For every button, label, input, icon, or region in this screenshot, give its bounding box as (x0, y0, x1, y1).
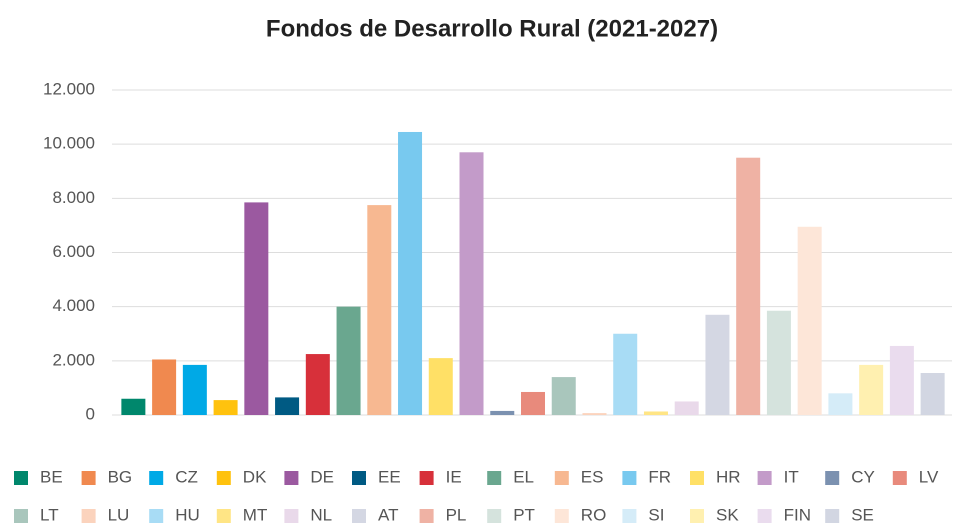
legend-label: SK (716, 505, 739, 524)
legend-swatch (825, 471, 840, 485)
legend-swatch (757, 471, 772, 485)
legend-swatch (554, 471, 569, 485)
legend-label: BE (40, 467, 63, 486)
legend-swatch (352, 471, 366, 485)
bar (551, 377, 576, 415)
legend-label: LT (40, 505, 59, 524)
legend-label: DK (243, 467, 267, 486)
y-tick-label: 4.000 (52, 296, 95, 315)
legend-label: HR (716, 467, 741, 486)
bar (182, 364, 207, 415)
bar (428, 358, 453, 415)
legend-label: IE (446, 467, 462, 486)
legend-swatch (14, 471, 28, 485)
legend-swatch (14, 509, 28, 523)
legend-swatch (825, 509, 840, 523)
legend-swatch (690, 509, 704, 523)
legend-label: PT (513, 505, 535, 524)
bar (398, 131, 423, 415)
legend-label: AT (378, 505, 398, 524)
y-tick-label: 10.000 (43, 134, 95, 153)
bar (305, 354, 330, 415)
y-tick-label: 8.000 (52, 188, 95, 207)
legend-label: RO (581, 505, 607, 524)
bar (244, 202, 269, 415)
legend-swatch (487, 471, 502, 485)
legend-label: BG (108, 467, 133, 486)
legend-label: EE (378, 467, 401, 486)
legend-label: CZ (175, 467, 198, 486)
legend-swatch (216, 509, 231, 523)
legend-label: LU (108, 505, 130, 524)
bar (828, 393, 853, 415)
bar (920, 373, 945, 415)
y-tick-label: 0 (86, 404, 95, 423)
bar (736, 157, 761, 416)
legend-swatch (149, 509, 164, 523)
bar (121, 398, 146, 415)
bar (490, 410, 515, 415)
chart-title: Fondos de Desarrollo Rural (2021-2027) (266, 15, 718, 42)
legend-swatch (81, 509, 96, 523)
bar (336, 306, 361, 415)
bar (521, 391, 545, 415)
legend-swatch (216, 471, 231, 485)
legend-label: SI (648, 505, 664, 524)
legend-swatch (81, 471, 96, 485)
legend-label: HU (175, 505, 200, 524)
legend-label: IT (784, 467, 799, 486)
legend-swatch (554, 509, 569, 523)
bar (859, 364, 884, 415)
legend-swatch (757, 509, 772, 523)
legend-label: FIN (784, 505, 811, 524)
bar (582, 413, 607, 415)
legend-swatch (487, 509, 502, 523)
legend-swatch (690, 471, 704, 485)
bar (889, 345, 914, 415)
legend-swatch (284, 509, 299, 523)
bar (766, 310, 791, 415)
legend-label: ES (581, 467, 604, 486)
legend-label: EL (513, 467, 534, 486)
bar (613, 333, 638, 415)
legend-label: FR (648, 467, 671, 486)
bar (674, 401, 699, 415)
bar (705, 314, 730, 415)
bar (152, 359, 177, 415)
legend-label: SE (851, 505, 874, 524)
legend-swatch (419, 509, 434, 523)
y-tick-label: 6.000 (52, 242, 95, 261)
legend-label: DE (310, 467, 334, 486)
legend-swatch (892, 471, 907, 485)
legend-swatch (352, 509, 366, 523)
legend-swatch (419, 471, 434, 485)
legend-swatch (622, 471, 637, 485)
bar (643, 411, 668, 415)
legend-swatch (622, 509, 637, 523)
legend-label: LV (919, 467, 939, 486)
bar (275, 397, 300, 415)
bar (797, 226, 822, 415)
bar (367, 205, 392, 415)
bar (459, 152, 484, 415)
legend-label: PL (446, 505, 467, 524)
legend-swatch (149, 471, 164, 485)
y-tick-label: 12.000 (43, 79, 95, 98)
bar (213, 400, 238, 415)
legend-label: NL (310, 505, 332, 524)
legend-swatch (284, 471, 299, 485)
legend-label: CY (851, 467, 875, 486)
legend-label: MT (243, 505, 268, 524)
y-tick-label: 2.000 (52, 350, 95, 369)
